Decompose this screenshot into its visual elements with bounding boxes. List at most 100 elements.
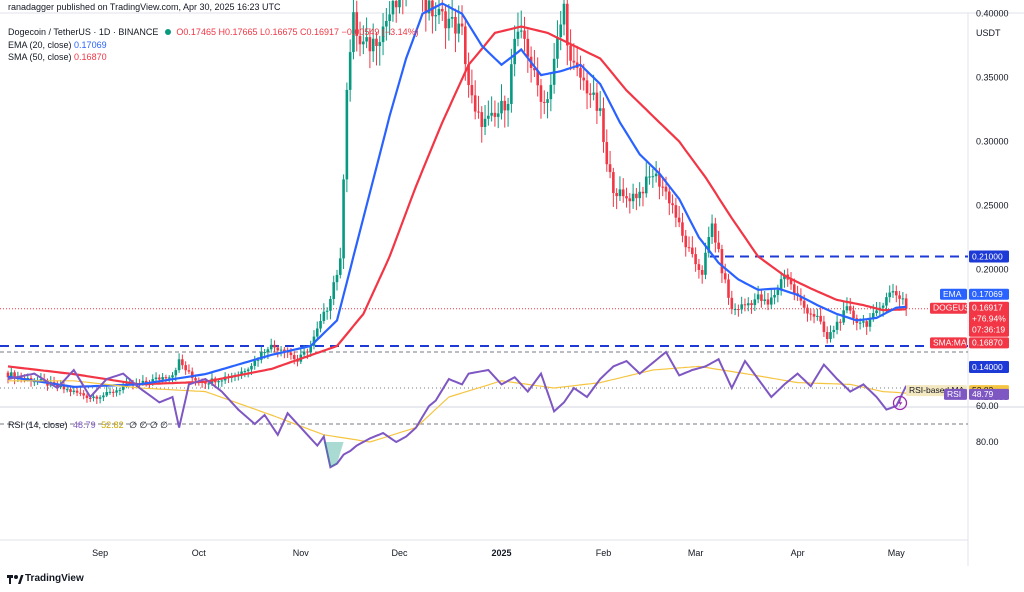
candle-body <box>546 99 549 103</box>
candle-body <box>279 349 283 351</box>
tradingview-logo-icon <box>7 575 24 584</box>
price-tick-label: 0.25000 <box>976 200 1009 210</box>
candle-body <box>704 252 707 275</box>
candle-body <box>174 370 178 376</box>
candle-body <box>717 242 720 250</box>
candle-body <box>470 85 474 96</box>
candle-body <box>329 298 332 311</box>
candle-body <box>595 92 599 111</box>
candle-body <box>154 377 158 380</box>
candle-body <box>319 320 322 329</box>
candle-body <box>263 352 266 354</box>
candle-body <box>513 38 516 65</box>
candle-body <box>816 315 819 317</box>
candle-body <box>315 328 319 337</box>
candle-body <box>292 355 296 360</box>
candle-body <box>674 205 678 218</box>
rsi-name-badge-bg <box>944 388 967 400</box>
sma-legend-label: SMA (50, close) <box>8 52 72 62</box>
candle-body <box>819 315 822 322</box>
candle-body <box>687 247 691 249</box>
price-tick-label: 0.35000 <box>976 73 1009 83</box>
rsi-value-badge-text: 48.79 <box>972 389 994 399</box>
candle-body <box>697 264 701 270</box>
rsi-legend[interactable]: RSI (14, close) 48.79 52.82 ∅ ∅ ∅ ∅ <box>8 420 168 431</box>
candle-body <box>98 397 102 399</box>
candle-body <box>825 332 829 339</box>
candle-body <box>506 103 510 111</box>
candle-body <box>368 37 372 52</box>
candle-body <box>644 176 648 194</box>
candle-body <box>72 390 76 392</box>
candle-body <box>388 14 391 21</box>
candle-body <box>493 112 497 117</box>
candle-body <box>756 294 760 300</box>
candle-body <box>536 70 539 86</box>
candle-body <box>707 236 711 253</box>
candle-body <box>769 297 773 305</box>
candle-body <box>904 298 908 309</box>
candle-body <box>753 299 757 306</box>
candle-body <box>352 12 355 53</box>
pair-price-bg <box>969 301 1009 337</box>
rsi-legend-ma: 52.82 <box>101 420 124 430</box>
candle-body <box>681 222 684 236</box>
candle-body <box>895 291 898 296</box>
lightning-icon[interactable] <box>892 395 908 411</box>
candle-body <box>345 89 349 180</box>
candle-body <box>434 15 437 17</box>
candle-body <box>733 309 737 311</box>
symbol-legend[interactable]: Dogecoin / TetherUS · 1D · BINANCE O0.17… <box>8 27 419 37</box>
footer-brand[interactable]: TradingView <box>25 573 84 584</box>
candle-body <box>723 273 727 280</box>
candle-body <box>802 300 806 308</box>
currency-label[interactable]: USDT <box>976 28 1001 38</box>
candle-body <box>605 142 609 165</box>
ema-legend[interactable]: EMA (20, close) 0.17069 <box>8 40 107 50</box>
candle-body <box>562 3 566 25</box>
candle-body <box>207 383 210 385</box>
candle-body <box>809 313 813 315</box>
candle-body <box>516 31 520 39</box>
candle-body <box>519 30 523 32</box>
symbol-title: Dogecoin / TetherUS · 1D · BINANCE <box>8 27 159 37</box>
candle-body <box>39 379 43 381</box>
time-tick-label: 2025 <box>491 548 511 558</box>
candle-body <box>371 38 375 52</box>
candle-body <box>865 321 868 327</box>
candle-body <box>654 173 658 177</box>
candle-body <box>167 377 171 379</box>
candle-body <box>381 26 385 43</box>
candle-body <box>848 306 852 311</box>
ema-legend-label: EMA (20, close) <box>8 40 72 50</box>
price-tick-label: 0.20000 <box>976 264 1009 274</box>
candle-body <box>589 93 592 95</box>
candle-body <box>585 80 589 94</box>
candle-body <box>727 279 730 298</box>
candle-body <box>569 45 572 61</box>
candle-body <box>266 349 270 353</box>
candle-body <box>858 322 862 324</box>
ema20-line <box>7 2 907 389</box>
candle-body <box>358 35 362 45</box>
candle-body <box>85 395 89 398</box>
candle-body <box>95 396 99 399</box>
candle-body <box>760 294 763 301</box>
rsi-value-badge-bg <box>969 388 1009 400</box>
time-tick-label: Apr <box>791 548 805 558</box>
sma-legend[interactable]: SMA (50, close) 0.16870 <box>8 52 107 62</box>
rsi-lines <box>7 350 908 469</box>
candle-body <box>348 52 352 90</box>
candle-body <box>56 384 59 388</box>
candle-body <box>871 313 875 320</box>
candle-body <box>720 249 724 274</box>
candle-body <box>464 26 467 65</box>
candle-body <box>566 3 569 46</box>
candle-body <box>253 360 257 366</box>
candle-body <box>789 279 793 285</box>
rsi-overbought-fill <box>323 442 344 468</box>
candle-body <box>793 284 796 294</box>
pair-name-badge-bg <box>930 302 967 314</box>
candle-body <box>608 164 612 173</box>
